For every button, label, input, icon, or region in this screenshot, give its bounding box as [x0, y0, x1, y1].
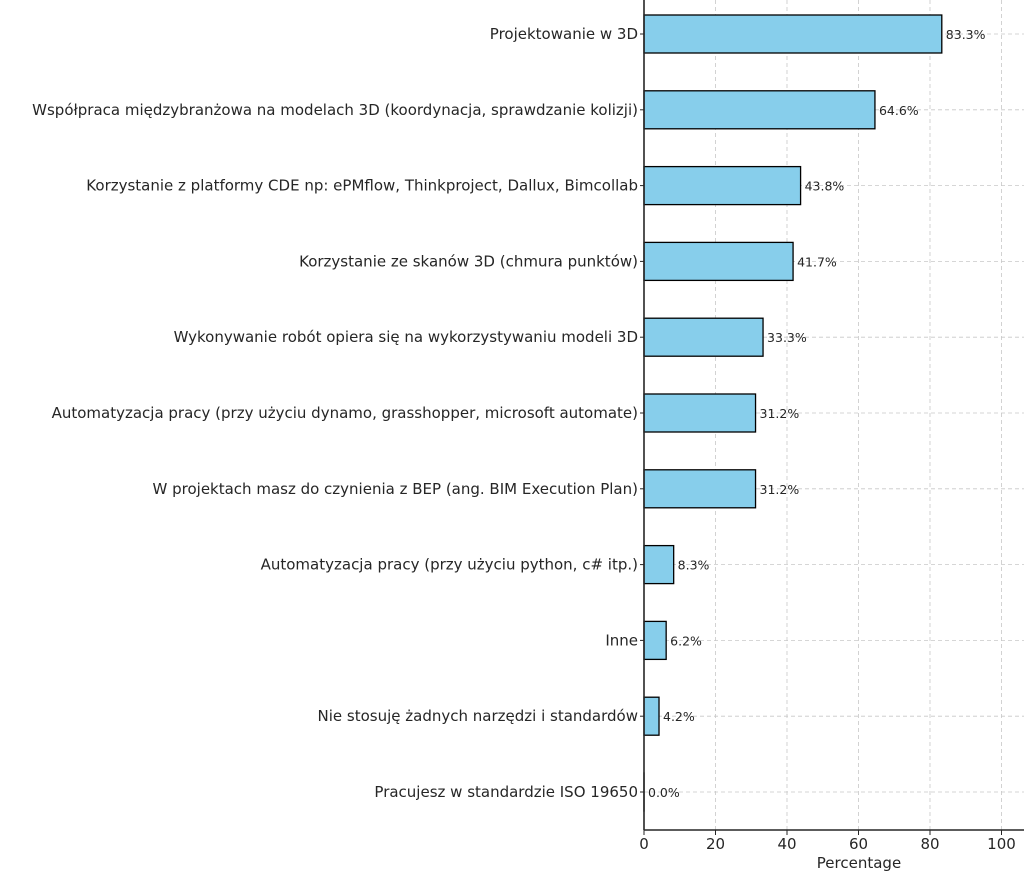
category-label: Współpraca międzybranżowa na modelach 3D… [32, 101, 638, 119]
category-label: Korzystanie z platformy CDE np: ePMflow,… [86, 177, 638, 195]
category-label: Automatyzacja pracy (przy użyciu dynamo,… [52, 404, 638, 422]
category-label: W projektach masz do czynienia z BEP (an… [153, 480, 638, 498]
x-tick-label: 80 [920, 835, 939, 853]
bar [643, 696, 660, 736]
bar [643, 469, 757, 509]
bar [643, 393, 757, 433]
bars [643, 14, 943, 812]
x-tick-label: 20 [706, 835, 725, 853]
value-label: 31.2% [760, 406, 800, 421]
value-label: 4.2% [663, 709, 695, 724]
x-tick-label: 60 [849, 835, 868, 853]
bar [643, 90, 876, 130]
category-label: Wykonywanie robót opiera się na wykorzys… [174, 328, 638, 346]
category-label: Inne [605, 631, 638, 649]
value-labels: 83.3% 64.6% 43.8% 41.7% 33.3% 31.2% 31.2% 8.3% 6… [648, 27, 986, 800]
value-label: 0.0% [648, 785, 680, 800]
bar [643, 544, 675, 585]
value-label: 33.3% [767, 330, 807, 345]
x-tick-label: 0 [639, 835, 649, 853]
category-label: Korzystanie ze skanów 3D (chmura punktów… [299, 252, 638, 270]
value-label: 41.7% [797, 254, 837, 269]
x-axis-label: Percentage [817, 854, 901, 872]
value-label: 64.6% [879, 103, 919, 118]
category-label: Projektowanie w 3D [490, 25, 638, 43]
x-ticks: 0 20 40 60 80 100 [639, 830, 1016, 853]
x-tick-label: 40 [777, 835, 796, 853]
value-label: 43.8% [805, 179, 845, 194]
value-label: 83.3% [946, 27, 986, 42]
value-label: 6.2% [670, 633, 702, 648]
category-label: Nie stosuję żadnych narzędzi i standardó… [318, 707, 638, 725]
category-label: Automatyzacja pracy (przy użyciu python,… [261, 556, 638, 574]
bar [643, 14, 943, 54]
x-tick-label: 100 [987, 835, 1016, 853]
bar [643, 317, 764, 357]
category-labels: Projektowanie w 3D Współpraca międzybranż… [32, 25, 644, 801]
bar [643, 241, 794, 282]
bar [643, 620, 667, 661]
category-label: Pracujesz w standardzie ISO 19650 [374, 783, 638, 801]
value-label: 8.3% [678, 558, 710, 573]
bar [643, 165, 802, 206]
value-label: 31.2% [760, 482, 800, 497]
